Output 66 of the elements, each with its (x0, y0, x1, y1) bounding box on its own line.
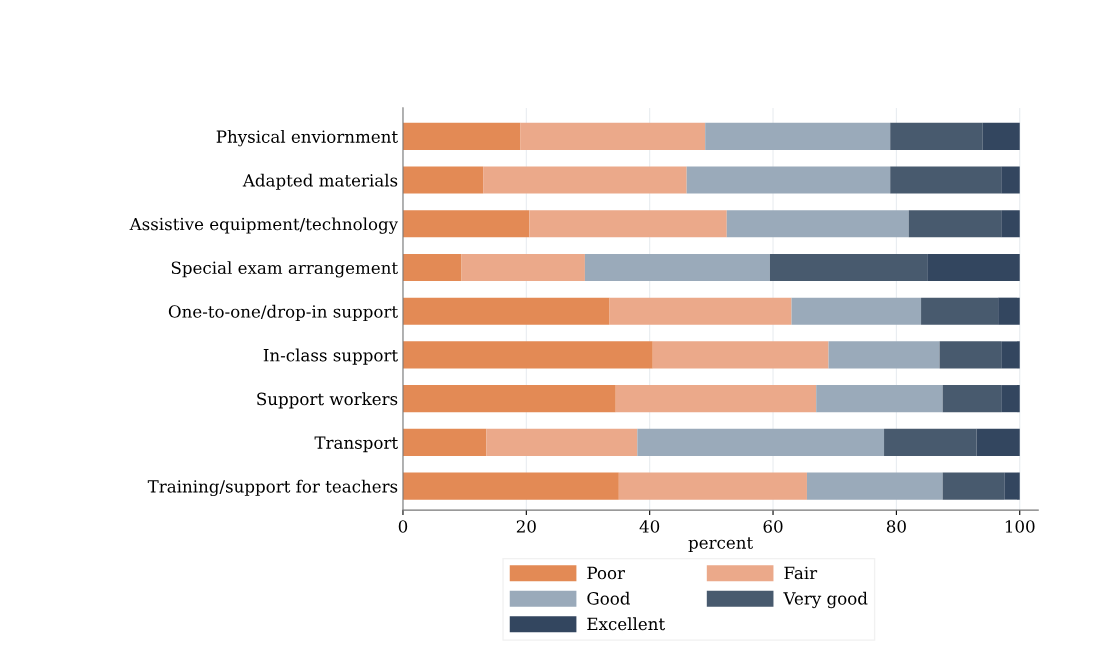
bar (705, 122, 891, 150)
y-tick-label: Support workers (257, 392, 398, 409)
bar (806, 472, 943, 500)
bar (402, 428, 487, 456)
bar (520, 122, 706, 150)
bar (942, 472, 1005, 500)
bar (652, 341, 829, 369)
bar (615, 385, 817, 413)
y-tick-label: In-class support (263, 348, 398, 365)
y-tick-label: Special exam arrangement (171, 261, 398, 278)
bar (486, 428, 638, 456)
legend-label: Fair (784, 566, 818, 580)
y-tick-label: Physical enviornment (216, 129, 398, 147)
x-tick-label: 80 (886, 520, 906, 533)
bar (402, 472, 619, 500)
bar (584, 253, 770, 282)
bar (402, 166, 484, 194)
bar (828, 341, 940, 369)
bar (890, 166, 1002, 194)
x-tick-label: 100 (1005, 520, 1035, 533)
bar (686, 166, 891, 194)
bar (402, 341, 653, 369)
bar (1004, 472, 1020, 500)
bar (618, 472, 807, 500)
bar (1001, 210, 1020, 238)
bar (1001, 166, 1020, 194)
bar (884, 428, 977, 456)
bar (609, 297, 792, 325)
y-tick-label: Adapted materials (242, 173, 398, 190)
bar (402, 253, 462, 282)
x-tick-label: 40 (639, 520, 660, 533)
bar (402, 297, 610, 325)
bar (927, 253, 1020, 282)
x-axis-title: percent (688, 537, 754, 553)
legend-label: Excellent (587, 617, 665, 631)
bar (461, 253, 585, 282)
legend-label: Poor (587, 566, 625, 580)
bar (939, 341, 1002, 369)
bar (982, 122, 1020, 150)
bar (402, 210, 530, 238)
bar (976, 428, 1020, 456)
x-tick-label: 20 (516, 520, 536, 533)
bar (1001, 385, 1020, 413)
y-tick-label: Assistive equipment/technology (129, 217, 399, 234)
y-tick-label: Transport (314, 436, 398, 453)
bar (483, 166, 687, 194)
bar (1001, 341, 1020, 369)
bar (908, 210, 1002, 238)
bar (769, 253, 928, 282)
bar (890, 122, 983, 150)
bar (402, 122, 521, 150)
y-tick-label: Training/support for teachers (147, 479, 398, 497)
legend-label: Good (587, 591, 630, 605)
x-tick-label: 60 (763, 520, 783, 533)
bar (402, 385, 616, 413)
y-tick-label: One-to-one/drop-in support (168, 304, 398, 321)
bar (921, 297, 999, 325)
bar (726, 210, 909, 238)
x-tick-label: 0 (398, 520, 408, 533)
bar (529, 210, 727, 238)
legend-label: Very good (783, 591, 868, 609)
bar (942, 385, 1002, 413)
bar (998, 297, 1020, 325)
bar (637, 428, 885, 456)
bar (816, 385, 943, 413)
bar (791, 297, 922, 325)
